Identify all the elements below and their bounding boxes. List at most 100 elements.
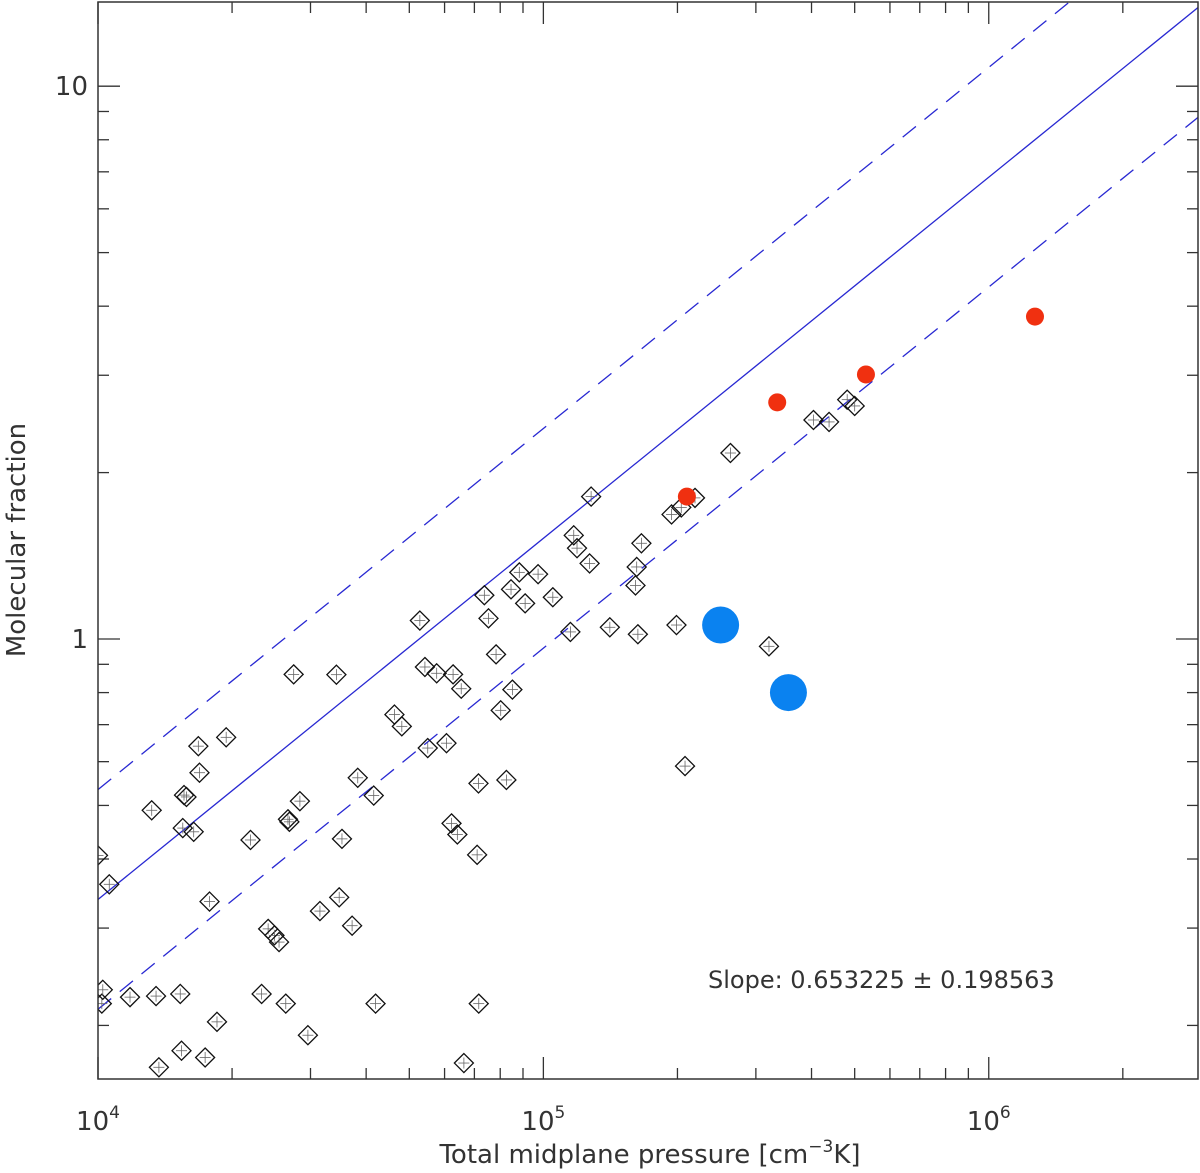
diamond-marker	[758, 635, 780, 657]
diamond-point	[141, 799, 163, 821]
diamond-marker	[199, 891, 220, 913]
diamond-point	[630, 532, 652, 554]
diamond-marker	[527, 563, 549, 585]
diamond-marker	[473, 584, 495, 606]
diamond-marker	[341, 915, 363, 937]
diamond-marker	[119, 986, 141, 1008]
diamond-point	[417, 737, 439, 759]
diamond-marker	[495, 769, 517, 791]
diamond-marker	[661, 504, 682, 525]
diamond-point	[758, 635, 780, 657]
diamond-marker	[563, 524, 585, 546]
diamond-point	[626, 556, 648, 578]
diamond-point	[363, 785, 385, 806]
diamond-marker	[277, 808, 299, 830]
diamond-marker	[436, 732, 457, 754]
diamond-marker	[501, 679, 523, 701]
diamond-marker	[625, 575, 646, 596]
diamond-point	[176, 786, 197, 808]
diamond-point	[341, 915, 363, 937]
diamond-point	[563, 524, 585, 546]
diamond-point	[309, 900, 331, 922]
diamond-marker	[627, 623, 649, 645]
diamond-marker	[508, 561, 530, 583]
diamond-marker	[251, 983, 273, 1005]
diamond-marker	[490, 699, 512, 721]
x-tick-label-exponent: 6	[1000, 1103, 1011, 1123]
diamond-point	[478, 607, 499, 629]
diamond-marker	[450, 678, 472, 700]
diamond-marker	[441, 812, 462, 834]
diamond-marker	[187, 735, 209, 757]
diamond-marker	[580, 486, 602, 507]
diamond-marker	[426, 662, 448, 684]
diamond-point	[666, 614, 687, 636]
diamond-point	[98, 979, 114, 1001]
diamond-point	[453, 1052, 475, 1074]
diamond-marker	[836, 389, 858, 411]
diamond-point	[485, 643, 507, 665]
diamond-point	[625, 575, 646, 596]
diamond-marker	[331, 828, 353, 850]
diamond-marker	[283, 663, 305, 685]
diamond-marker	[844, 395, 866, 417]
diamond-marker	[478, 607, 499, 629]
diamond-point	[446, 824, 468, 845]
red-circle-point	[768, 393, 787, 412]
diamond-point	[206, 1011, 228, 1033]
diamond-point	[264, 924, 285, 946]
diamond-point	[500, 578, 522, 600]
diamond-point	[251, 983, 273, 1005]
red-circle-point	[677, 487, 696, 506]
diamond-point	[365, 993, 386, 1015]
diamond-point	[199, 891, 220, 913]
diamond-point	[450, 678, 472, 700]
data-points	[98, 307, 1044, 1078]
diamond-point	[119, 986, 141, 1008]
diamond-point	[442, 663, 464, 685]
diamond-point	[627, 623, 649, 645]
diamond-marker	[417, 737, 439, 759]
diamond-marker	[719, 442, 741, 464]
axis-ticks	[97, 2, 1198, 1079]
diamond-marker	[365, 993, 386, 1015]
diamond-marker	[98, 979, 114, 1001]
diamond-marker	[264, 924, 285, 946]
diamond-marker	[169, 983, 191, 1005]
red-circle-point	[1025, 307, 1044, 326]
y-axis-title: Molecular fraction	[2, 423, 32, 657]
diamond-point	[98, 845, 109, 866]
diamond-point	[183, 821, 205, 843]
diamond-point	[347, 767, 369, 789]
diamond-marker	[630, 532, 652, 554]
diamond-marker	[542, 586, 564, 608]
diamond-marker	[189, 762, 210, 784]
diamond-marker	[215, 726, 237, 748]
y-tick-label: 10	[55, 72, 88, 102]
diamond-point	[169, 983, 191, 1005]
diamond-point	[674, 755, 696, 777]
diamond-point	[599, 616, 621, 638]
diamond-marker	[206, 1011, 228, 1033]
diamond-marker	[194, 1047, 216, 1068]
diamond-point	[468, 993, 490, 1015]
diamond-point	[661, 504, 682, 525]
diamond-point	[215, 726, 237, 748]
diamond-marker	[599, 616, 621, 638]
diamond-point	[514, 592, 536, 614]
diamond-marker	[172, 817, 194, 839]
x-axis-title-superscript: −3	[808, 1137, 833, 1157]
diamond-point	[171, 1040, 192, 1062]
plot-frame	[97, 1, 1199, 1080]
diamond-marker	[148, 1056, 170, 1078]
diamond-marker	[674, 755, 696, 777]
slope-annotation: Slope: 0.653225 ± 0.198563	[708, 966, 1055, 994]
diamond-marker	[391, 715, 413, 737]
blue-circle-point	[702, 606, 740, 644]
diamond-marker	[468, 993, 490, 1015]
diamond-point	[331, 828, 353, 850]
diamond-point	[328, 886, 350, 908]
diamond-marker	[579, 553, 601, 574]
diamond-marker	[98, 993, 113, 1015]
diamond-point	[579, 553, 601, 574]
